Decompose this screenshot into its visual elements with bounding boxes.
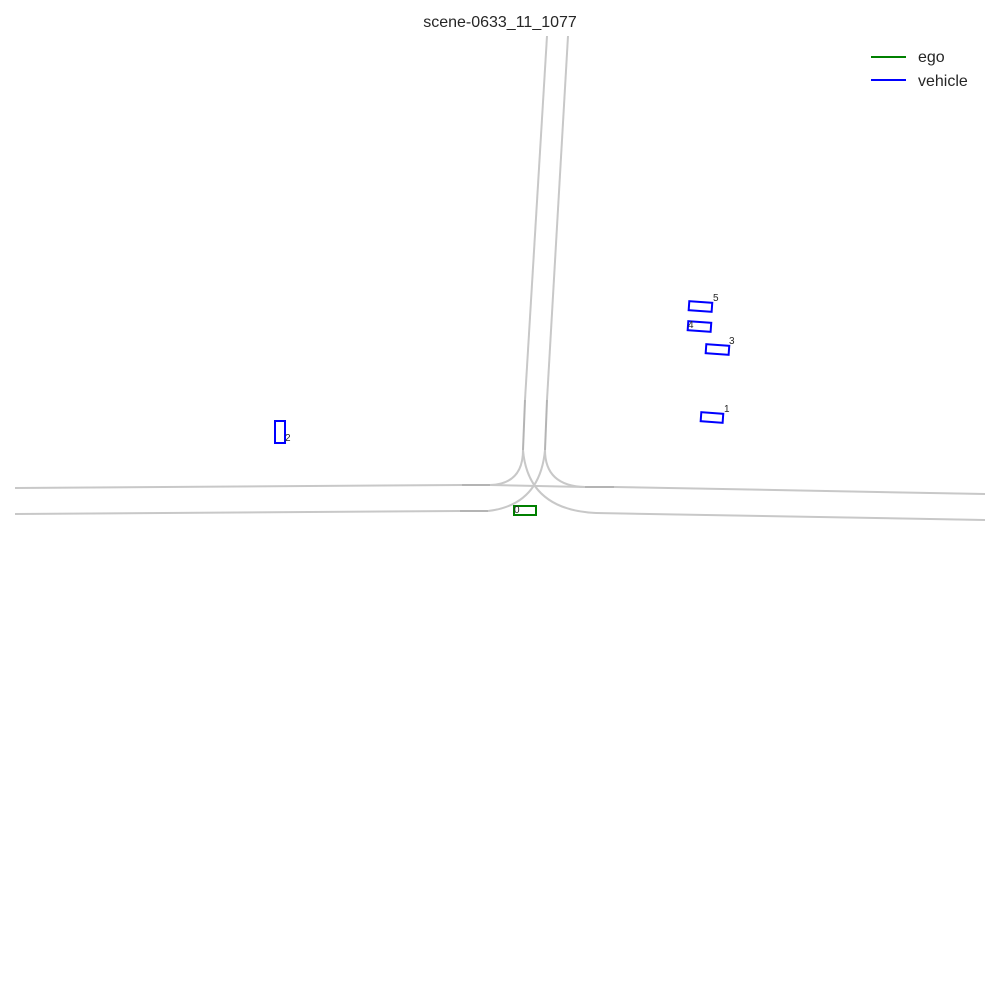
agent-label-5: 5 xyxy=(713,293,719,304)
vehicle-2 xyxy=(274,420,286,444)
agent-label-3: 3 xyxy=(729,336,735,347)
agent-label-1: 1 xyxy=(724,404,730,415)
lane-north-right-link xyxy=(544,399,548,451)
agent-label-2: 2 xyxy=(285,433,291,444)
lane-west-lower xyxy=(14,510,461,515)
turn-west-to-north xyxy=(489,449,524,486)
vehicle-1 xyxy=(699,411,725,424)
lane-crossing-upper xyxy=(489,484,586,488)
legend-vehicle-label: vehicle xyxy=(918,73,968,90)
vehicle-3 xyxy=(704,343,731,356)
lane-north-right xyxy=(546,35,569,401)
lane-north-left xyxy=(524,35,548,401)
lane-network xyxy=(14,35,986,521)
lane-north-left-link xyxy=(522,399,526,451)
legend-ego-label: ego xyxy=(918,49,945,66)
lane-east-upper xyxy=(613,486,986,495)
vehicle-4 xyxy=(686,320,713,333)
legend: ego vehicle xyxy=(871,49,968,90)
lane-east-lower xyxy=(595,512,986,521)
vehicle-5 xyxy=(687,300,714,313)
turn-north-to-east xyxy=(544,449,586,488)
agents: 0 1 2 3 4 5 xyxy=(274,293,735,516)
agent-label-0: 0 xyxy=(514,505,520,516)
scene-title: scene-0633_11_1077 xyxy=(423,14,577,31)
turn-north-to-east-lower xyxy=(522,449,597,514)
agent-label-4: 4 xyxy=(688,320,694,331)
ego-vehicle xyxy=(513,505,537,516)
lane-west-upper xyxy=(14,484,463,489)
turn-west-lower-to-north xyxy=(487,449,546,512)
